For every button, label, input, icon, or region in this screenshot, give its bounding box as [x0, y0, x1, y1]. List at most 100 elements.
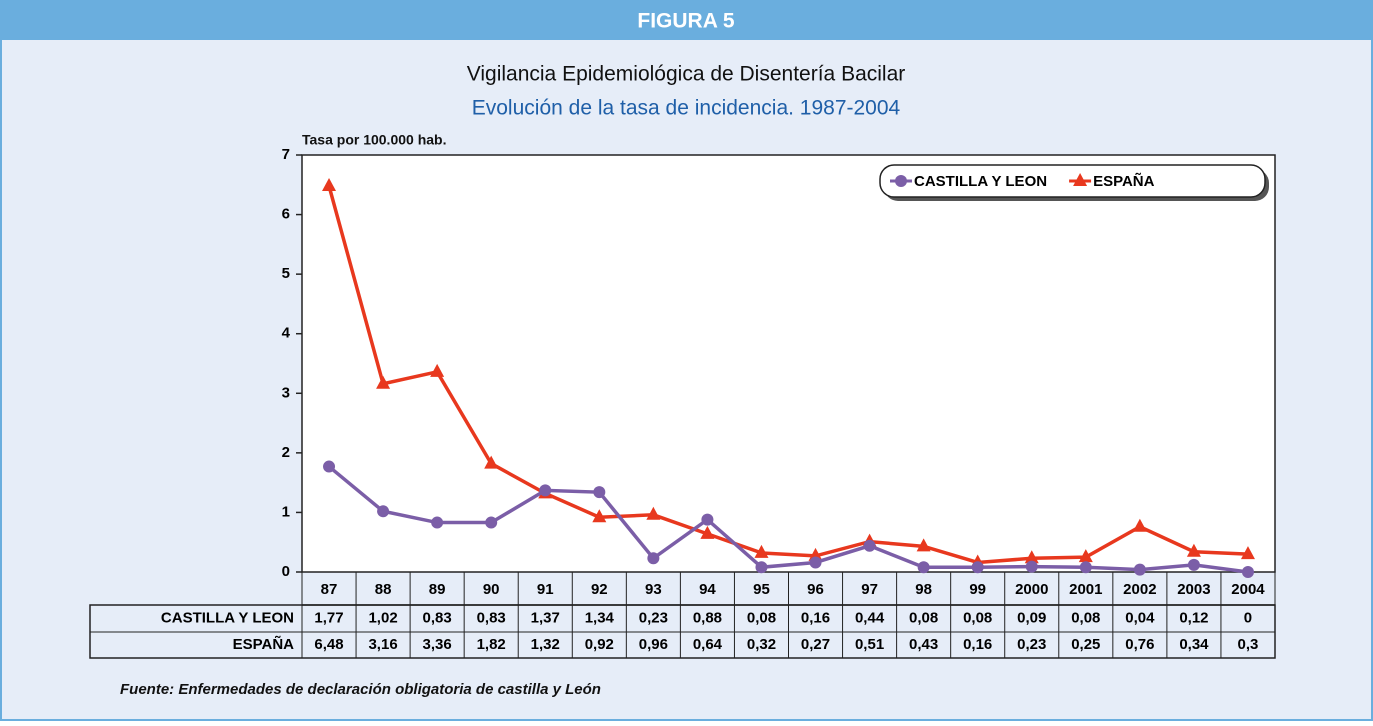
x-tick-label: 99	[969, 581, 986, 598]
table-cell: 0,23	[639, 609, 668, 626]
y-tick-label: 2	[282, 444, 290, 461]
table-cell: 0,08	[747, 609, 776, 626]
point	[377, 505, 390, 518]
x-tick-label: 94	[699, 581, 716, 598]
series-line	[327, 185, 1249, 565]
header: FIGURA 5	[637, 10, 735, 33]
y-tick-label: 1	[282, 503, 290, 520]
legend-label: CASTILLA Y LEON	[914, 173, 1047, 190]
point	[1025, 560, 1038, 573]
x-tick-label: 2004	[1231, 581, 1265, 598]
x-tick-label: 91	[537, 581, 554, 598]
point	[754, 544, 769, 558]
point	[1240, 546, 1255, 560]
x-tick-label: 90	[483, 581, 500, 598]
table-cell: 0,83	[423, 609, 452, 626]
point	[592, 509, 607, 523]
x-tick-label: 2001	[1069, 581, 1102, 598]
chart-subtitle: Evolución de la tasa de incidencia. 1987…	[472, 97, 901, 120]
point	[863, 539, 876, 552]
table-cell: 0,51	[855, 636, 884, 653]
point	[916, 538, 931, 552]
point	[917, 561, 930, 574]
table-cell: 0,44	[855, 609, 885, 626]
table-cell: 0,43	[909, 636, 938, 653]
legend-marker	[1073, 173, 1088, 186]
table-cell: 1,34	[585, 609, 615, 626]
y-tick-label: 4	[282, 325, 291, 342]
table-cell: 0,16	[963, 636, 992, 653]
point	[322, 177, 337, 191]
table-cell: 0,04	[1125, 609, 1155, 626]
point	[1133, 563, 1146, 576]
point	[701, 513, 714, 526]
y-tick-label: 5	[282, 265, 290, 282]
point	[755, 561, 768, 574]
table-cell: 0,3	[1238, 636, 1259, 653]
x-tick-label: 2003	[1177, 581, 1210, 598]
point	[539, 484, 552, 497]
point	[430, 363, 445, 377]
table-cell: 0,83	[477, 609, 506, 626]
table-cell: 0,27	[801, 636, 830, 653]
point	[1241, 566, 1254, 578]
y-tick-label: 7	[282, 146, 290, 163]
table-cell: 0,32	[747, 636, 776, 653]
table-cell: 3,36	[423, 636, 452, 653]
x-tick-label: 97	[861, 581, 878, 598]
point	[593, 486, 606, 499]
footer: Fuente: Enfermedades de declaración obli…	[120, 681, 601, 698]
table-cell: 1,77	[314, 609, 343, 626]
table-cell: 0,23	[1017, 636, 1046, 653]
point	[647, 552, 660, 565]
point	[376, 375, 391, 389]
chart-title: Vigilancia Epidemiológica de Disentería …	[467, 63, 906, 86]
table-cell: 3,16	[368, 636, 397, 653]
point	[700, 525, 715, 539]
point	[1079, 561, 1092, 574]
legend-marker	[895, 175, 907, 187]
table-cell: 0,92	[585, 636, 614, 653]
point	[323, 460, 336, 473]
table-cell: 0	[1244, 609, 1252, 626]
y-tick-label: 6	[282, 206, 290, 223]
series-line	[327, 465, 1249, 574]
table-cell: 1,02	[368, 609, 397, 626]
table-cell: 1,37	[531, 609, 560, 626]
table-row-label: CASTILLA Y LEON	[161, 609, 294, 626]
table-cell: 0,25	[1071, 636, 1100, 653]
point	[971, 561, 984, 574]
x-tick-label: 96	[807, 581, 824, 598]
table-cell: 0,09	[1017, 609, 1046, 626]
plot-area	[301, 154, 1276, 573]
x-tick-label: 98	[915, 581, 932, 598]
x-tick-label: 2000	[1015, 581, 1048, 598]
x-tick-label: 87	[321, 581, 338, 598]
point	[485, 516, 498, 529]
header-bar	[0, 0, 1373, 40]
table-cell: 0,64	[693, 636, 723, 653]
table-cell: 0,16	[801, 609, 830, 626]
point	[809, 556, 822, 569]
y-axis-label: Tasa por 100.000 hab.	[302, 132, 446, 148]
point	[431, 516, 444, 529]
point	[1078, 549, 1093, 563]
point	[1024, 550, 1039, 564]
x-tick-label: 95	[753, 581, 770, 598]
table-row-label: ESPAÑA	[233, 635, 295, 653]
table-cell: 0,08	[909, 609, 938, 626]
table-cell: 6,48	[314, 636, 343, 653]
table-cell: 0,08	[963, 609, 992, 626]
x-tick-label: 92	[591, 581, 608, 598]
legend-label: ESPAÑA	[1093, 172, 1155, 190]
y-tick-label: 3	[282, 384, 290, 401]
x-tick-label: 89	[429, 581, 446, 598]
point	[484, 455, 499, 469]
x-tick-label: 93	[645, 581, 662, 598]
table-cell: 0,96	[639, 636, 668, 653]
table-cell: 0,34	[1179, 636, 1209, 653]
point	[646, 506, 661, 520]
x-tick-label: 88	[375, 581, 392, 598]
table-cell: 0,76	[1125, 636, 1154, 653]
